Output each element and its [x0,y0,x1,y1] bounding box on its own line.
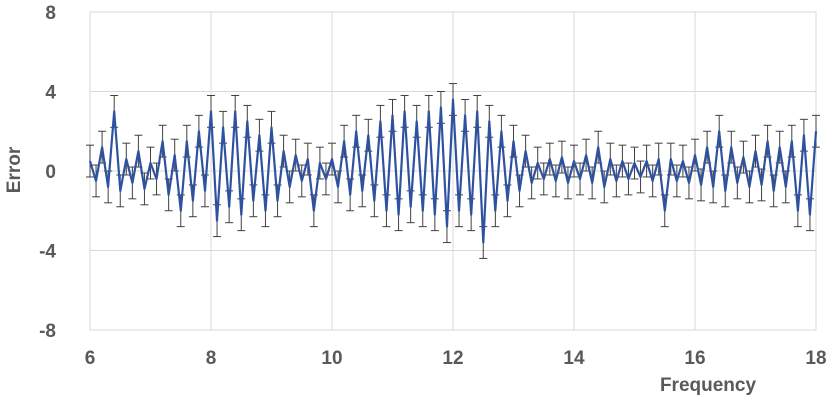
x-axis-title: Frequency [660,375,757,396]
x-tick-label: 14 [563,348,585,369]
x-tick-label: 16 [684,348,705,369]
x-tick-label: 8 [206,348,217,369]
y-axis-title: Error [4,146,25,193]
x-tick-label: 6 [85,348,96,369]
y-tick-label: 0 [45,162,56,183]
y-tick-label: -8 [39,321,56,342]
y-tick-label: 8 [45,3,56,24]
x-tick-label: 18 [805,348,826,369]
series-line-group [88,98,818,244]
tick-labels: 6 8 10 12 14 16 18 8 4 0 -4 -8 [39,3,826,369]
x-tick-label: 10 [321,348,342,369]
y-tick-label: 4 [45,83,56,104]
grid [89,11,817,331]
series-line [88,98,818,244]
y-tick-label: -4 [39,242,56,263]
x-tick-label: 12 [442,348,463,369]
